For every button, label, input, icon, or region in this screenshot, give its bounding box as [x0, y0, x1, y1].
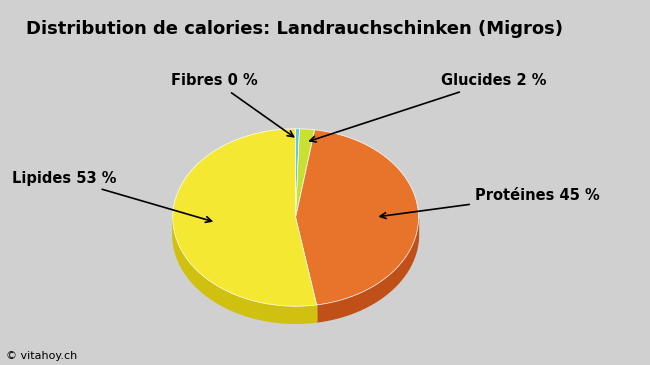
- Polygon shape: [173, 129, 317, 306]
- Polygon shape: [296, 129, 300, 218]
- Polygon shape: [296, 218, 317, 322]
- Text: Lipides 53 %: Lipides 53 %: [12, 171, 212, 222]
- Polygon shape: [317, 219, 419, 322]
- Polygon shape: [173, 218, 317, 323]
- Text: © vitahoy.ch: © vitahoy.ch: [6, 351, 78, 361]
- Text: Distribution de calories: Landrauchschinken (Migros): Distribution de calories: Landrauchschin…: [26, 19, 563, 38]
- Polygon shape: [296, 129, 315, 218]
- Text: Fibres 0 %: Fibres 0 %: [172, 73, 294, 137]
- Text: Protéines 45 %: Protéines 45 %: [380, 188, 599, 219]
- Polygon shape: [296, 218, 317, 322]
- Polygon shape: [296, 130, 419, 305]
- Text: Glucides 2 %: Glucides 2 %: [310, 73, 546, 142]
